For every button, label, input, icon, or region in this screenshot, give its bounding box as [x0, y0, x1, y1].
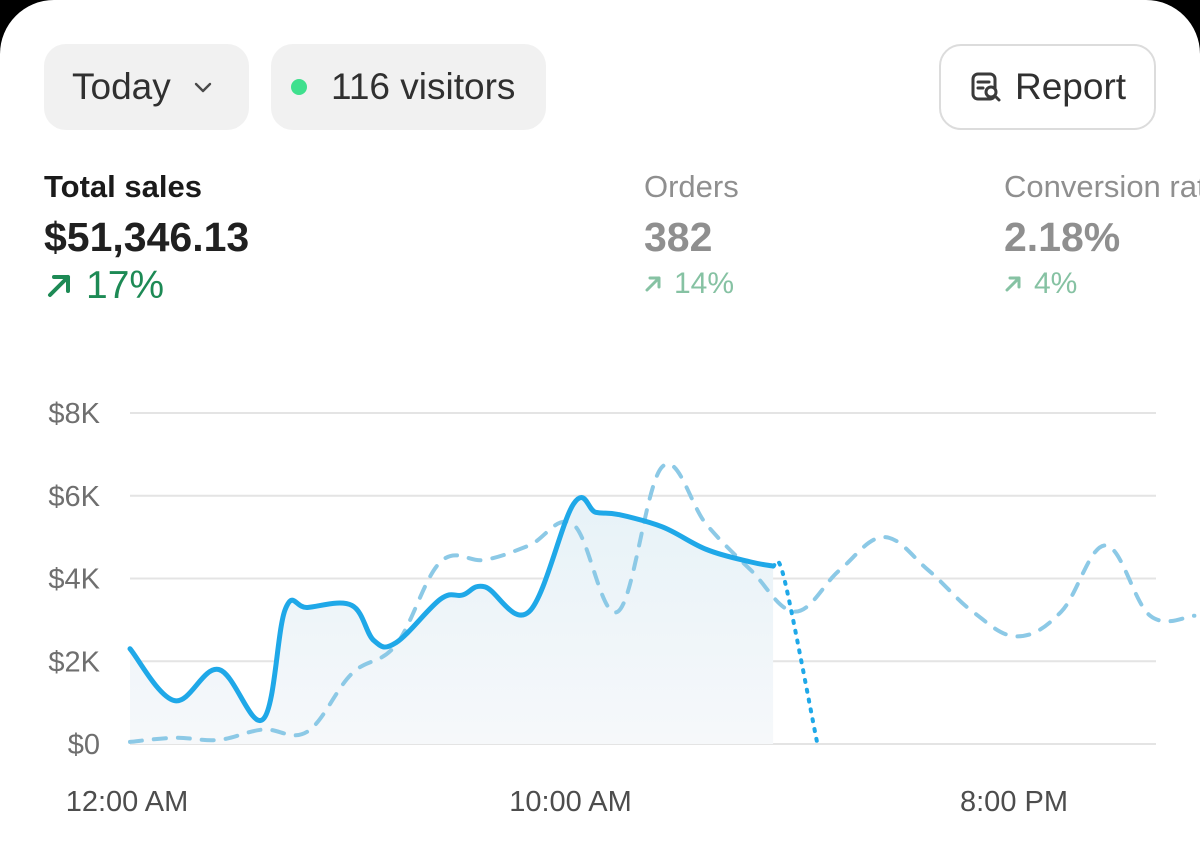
visitors-label: 116 visitors: [331, 66, 516, 107]
live-dot-icon: [291, 79, 307, 95]
metric-label: Orders: [644, 169, 739, 204]
report-button[interactable]: Report: [939, 44, 1156, 130]
arrow-up-right-icon: [1005, 276, 1021, 292]
y-tick-label: $8K: [48, 398, 100, 430]
comparison-series-line: [128, 462, 1197, 744]
current-series-projection: [771, 559, 820, 746]
metric-conversion-rate[interactable]: Conversion rate 2.18% 4%: [1004, 168, 1200, 304]
y-tick-label: $2K: [48, 646, 100, 678]
live-visitors-badge[interactable]: 116 visitors: [271, 44, 546, 130]
y-tick-label: $4K: [48, 564, 100, 596]
metric-label: Conversion rate: [1004, 169, 1200, 204]
metric-orders[interactable]: Orders 382 14%: [644, 168, 739, 304]
y-tick-label: $0: [68, 729, 100, 761]
metric-total-sales[interactable]: Total sales $51,346.13 17%: [44, 168, 249, 308]
sales-line-chart[interactable]: $0 $2K $4K $6K $8K 12:00 AM 10:00 AM 8:00 PM: [0, 380, 1200, 850]
current-series-area: [130, 497, 774, 744]
metric-change: 17%: [44, 264, 249, 308]
metric-change-value: 17%: [86, 264, 165, 307]
chevron-down-icon: [194, 82, 211, 93]
metric-change: 4%: [1004, 264, 1200, 304]
current-series-line: [127, 495, 776, 724]
x-tick-label: 8:00 PM: [960, 786, 1068, 818]
x-tick-label: 12:00 AM: [66, 786, 189, 818]
date-range-button[interactable]: Today: [44, 44, 249, 130]
report-label: Report: [1015, 66, 1127, 107]
date-range-label: Today: [72, 66, 171, 107]
metric-change-value: 4%: [1034, 267, 1078, 300]
report-icon: [971, 72, 1001, 102]
y-tick-label: $6K: [48, 481, 100, 513]
arrow-up-right-icon: [48, 275, 70, 297]
arrow-up-right-icon: [645, 276, 661, 292]
x-tick-label: 10:00 AM: [509, 786, 632, 818]
metric-change-value: 14%: [674, 267, 735, 300]
metric-change: 14%: [644, 264, 739, 304]
metric-value: 382: [644, 214, 713, 260]
metric-label: Total sales: [44, 169, 202, 204]
metric-value: 2.18%: [1004, 214, 1121, 260]
metric-value: $51,346.13: [44, 214, 250, 260]
